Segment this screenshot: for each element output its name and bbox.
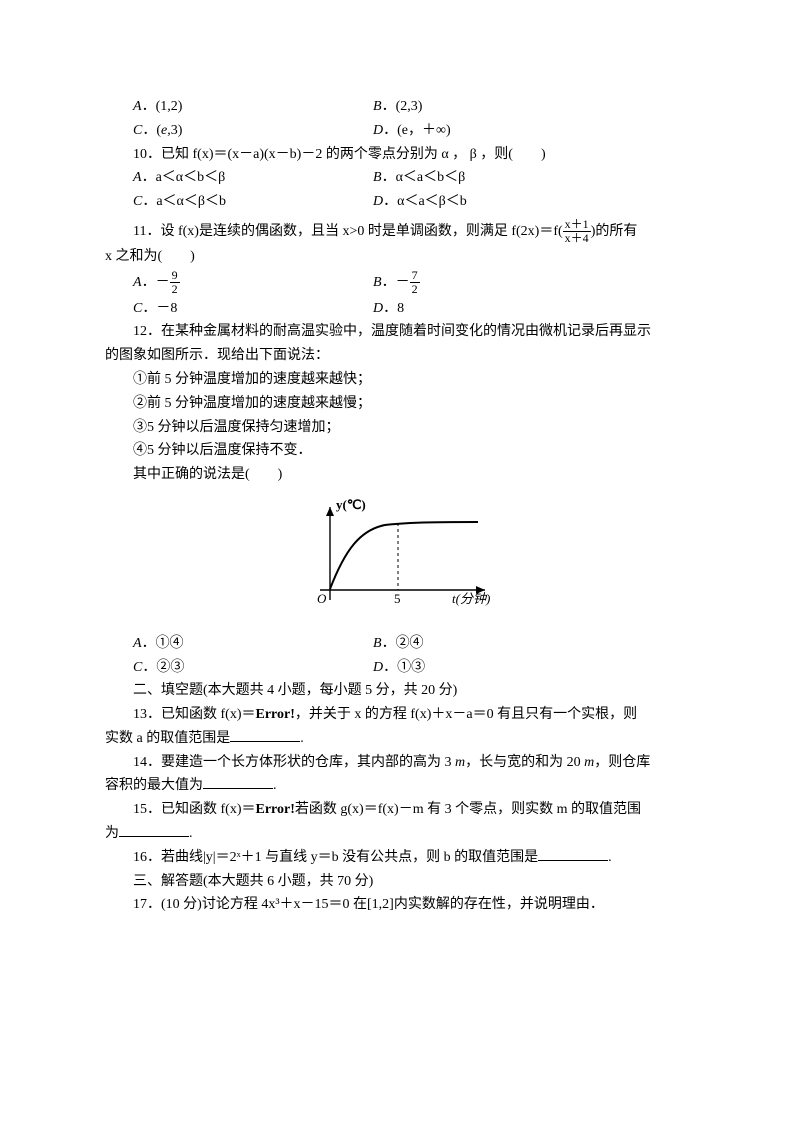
svg-text:t(分钟): t(分钟) [452,591,490,606]
q10-c: a＜α＜β＜b [156,194,226,209]
q14-unit1: m [455,755,465,770]
q11-frac-d: x＋4 [563,232,591,245]
q11-b-d: 2 [410,283,420,296]
q12-s5: 其中正确的说法是( ) [105,463,695,487]
q12-c: ②③ [156,660,184,675]
q14-l1-post: ，则仓库 [594,755,650,770]
q12-stem2: 的图象如图所示．现给出下面说法： [105,344,695,368]
q16-post: . [608,850,612,865]
q-opt-b: (2,3) [396,99,423,114]
q10-stem: 10．已知 f(x)＝(x－a)(x－b)－2 的两个零点分别为 α ， β ，… [105,143,695,167]
svg-text:y(℃): y(℃) [336,497,366,512]
q12-s2: ②前 5 分钟温度增加的速度越来越慢； [105,392,695,416]
q11-b-n: 7 [410,269,420,283]
q14-l2-pre: 容积的最大值为 [105,778,203,793]
q15-l1: 15．已知函数 f(x)＝Error!若函数 g(x)＝f(x)－m 有 3 个… [133,802,641,817]
q16-blank[interactable] [538,846,608,861]
q11-d: 8 [397,301,404,316]
section3-title: 三、解答题(本大题共 6 小题，共 70 分) [105,870,695,894]
q11-frac-n: x＋1 [563,218,591,232]
q11-stem-pre: 11．设 f(x)是连续的偶函数，且当 x>0 时是单调函数，则满足 f(2x)… [105,220,563,244]
q13-l2-pre: 实数 a 的取值范围是 [105,731,230,746]
q10-a: a＜α＜b＜β [156,170,226,185]
q12-a: ①④ [156,636,184,651]
q12-s4: ④5 分钟以后温度保持不变． [105,439,695,463]
q12-s3: ③5 分钟以后温度保持匀速增加； [105,416,695,440]
q13-blank[interactable] [230,727,300,742]
q11-a-n: 9 [170,269,180,283]
svg-text:O: O [317,591,327,606]
q11-line2: x 之和为( ) [105,245,695,269]
q12-stem1: 12．在某种金属材料的耐高温实验中，温度随着时间变化的情况由微机记录后再显示 [105,320,695,344]
q-opt-a: (1,2) [156,99,183,114]
q-opt-c: ,3) [167,123,182,138]
q10-b: α＜a＜b＜β [396,170,466,185]
q11-a-pre: － [156,275,170,290]
q14-unit2: m [584,755,594,770]
q14-l1-mid: ，长与宽的和为 20 [465,755,584,770]
q11-b-pre: － [396,275,410,290]
q16-pre: 16．若曲线|y|＝2ˣ＋1 与直线 y＝b 没有公共点，则 b 的取值范围是 [133,850,538,865]
q-opt-d: (e，＋∞) [397,123,451,138]
q12-figure: y(℃) O 5 t(分钟) [105,495,695,624]
q12-s1: ①前 5 分钟温度增加的速度越来越快； [105,368,695,392]
svg-text:5: 5 [394,591,401,606]
q17: 17．(10 分)讨论方程 4x³＋x－15＝0 在[1,2]内实数解的存在性，… [105,893,695,917]
q14-l1-pre: 14．要建造一个长方体形状的仓库，其内部的高为 3 [133,755,455,770]
section2-title: 二、填空题(本大题共 4 小题，每小题 5 分，共 20 分) [105,679,695,703]
q11-a-d: 2 [170,283,180,296]
q12-d: ①③ [397,660,425,675]
q12-b: ②④ [396,636,424,651]
q15-l2-post: . [189,826,193,841]
q13-l2-post: . [300,731,304,746]
q11-stem-post: )的所有 [591,224,638,239]
q10-d: α＜a＜β＜b [397,194,467,209]
q15-l2-pre: 为 [105,826,119,841]
q14-blank[interactable] [203,774,273,789]
q14-l2-post: . [273,778,277,793]
q15-blank[interactable] [119,822,189,837]
q11-c: －8 [156,301,177,316]
q13-l1: 13．已知函数 f(x)＝Error!，并关于 x 的方程 f(x)＋x－a＝0… [133,707,637,722]
